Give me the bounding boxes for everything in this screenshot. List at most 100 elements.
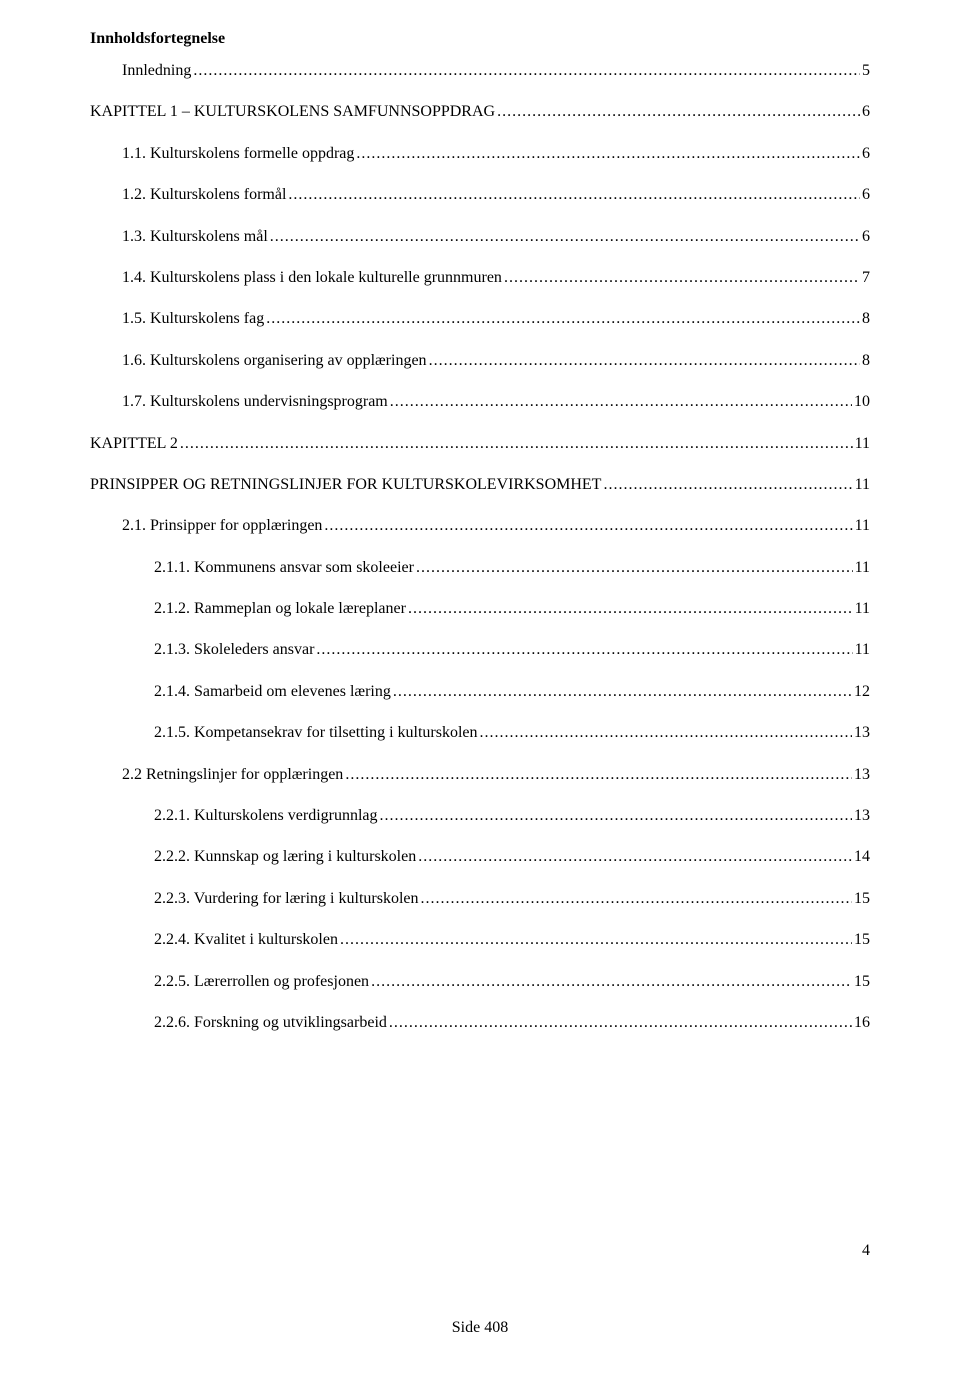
- toc-entry[interactable]: Innledning 5: [90, 60, 870, 82]
- toc-entry-page: 11: [855, 598, 870, 620]
- toc-entry[interactable]: 1.5. Kulturskolens fag 8: [90, 308, 870, 330]
- toc-entry-leader: [324, 515, 852, 537]
- toc-entry-leader: [316, 639, 852, 661]
- toc-entry-label: KAPITTEL 1 – KULTURSKOLENS SAMFUNNSOPPDR…: [90, 101, 495, 123]
- toc-entry-leader: [193, 60, 860, 82]
- toc-entry[interactable]: 1.6. Kulturskolens organisering av opplæ…: [90, 350, 870, 372]
- toc-entry-leader: [393, 681, 852, 703]
- toc-entry-leader: [497, 101, 860, 123]
- toc-entry-leader: [504, 267, 860, 289]
- toc-entry-page: 7: [862, 267, 870, 289]
- toc-entry-label: 1.1. Kulturskolens formelle oppdrag: [122, 143, 354, 165]
- toc-entry-page: 12: [854, 681, 870, 703]
- toc-entry-label: 1.4. Kulturskolens plass i den lokale ku…: [122, 267, 502, 289]
- toc-entry[interactable]: 2.1. Prinsipper for opplæringen 11: [90, 515, 870, 537]
- toc-entry[interactable]: PRINSIPPER OG RETNINGSLINJER FOR KULTURS…: [90, 474, 870, 496]
- toc-entry-label: 2.2.3. Vurdering for læring i kulturskol…: [154, 888, 419, 910]
- toc-entry-label: Innledning: [122, 60, 191, 82]
- toc-entry-label: 2.2.2. Kunnskap og læring i kulturskolen: [154, 846, 416, 868]
- toc-entry-label: 1.6. Kulturskolens organisering av opplæ…: [122, 350, 427, 372]
- toc-entry-page: 5: [862, 60, 870, 82]
- toc-entry-label: 2.1.1. Kommunens ansvar som skoleeier: [154, 557, 414, 579]
- toc-entry-label: 2.1.3. Skoleleders ansvar: [154, 639, 314, 661]
- toc-entry-page: 13: [854, 722, 870, 744]
- toc-entry-leader: [270, 226, 860, 248]
- toc-entry-page: 6: [862, 226, 870, 248]
- toc-entry-leader: [416, 557, 853, 579]
- toc-entry[interactable]: KAPITTEL 1 – KULTURSKOLENS SAMFUNNSOPPDR…: [90, 101, 870, 123]
- toc-entry[interactable]: 1.3. Kulturskolens mål 6: [90, 226, 870, 248]
- toc-entry-label: 2.1. Prinsipper for opplæringen: [122, 515, 322, 537]
- toc-entry-leader: [418, 846, 852, 868]
- page-number-right: 4: [862, 1242, 870, 1260]
- toc-entry-page: 11: [855, 433, 870, 455]
- toc-entry-leader: [390, 391, 852, 413]
- toc-entry-leader: [266, 308, 860, 330]
- toc-entry-leader: [356, 143, 860, 165]
- toc-entry-page: 11: [855, 474, 870, 496]
- page-footer: Side 408: [0, 1319, 960, 1337]
- toc-entry-label: PRINSIPPER OG RETNINGSLINJER FOR KULTURS…: [90, 474, 601, 496]
- toc-entry-label: 1.2. Kulturskolens formål: [122, 184, 286, 206]
- toc-entry[interactable]: KAPITTEL 2 11: [90, 433, 870, 455]
- toc-entry-leader: [429, 350, 860, 372]
- toc-entry-label: 2.2 Retningslinjer for opplæringen: [122, 764, 343, 786]
- toc-entry[interactable]: 2.1.5. Kompetansekrav for tilsetting i k…: [90, 722, 870, 744]
- toc-entry-page: 6: [862, 101, 870, 123]
- toc-entry-page: 14: [854, 846, 870, 868]
- toc-entry-label: 2.2.4. Kvalitet i kulturskolen: [154, 929, 338, 951]
- toc-entry[interactable]: 2.2.5. Lærerrollen og profesjonen 15: [90, 971, 870, 993]
- toc-entry-leader: [340, 929, 852, 951]
- toc-entry-leader: [288, 184, 860, 206]
- toc-entry-page: 6: [862, 143, 870, 165]
- toc-entry-label: 1.3. Kulturskolens mål: [122, 226, 268, 248]
- toc-entry[interactable]: 1.7. Kulturskolens undervisningsprogram 1…: [90, 391, 870, 413]
- toc-entry[interactable]: 1.4. Kulturskolens plass i den lokale ku…: [90, 267, 870, 289]
- toc-entry-label: 2.1.5. Kompetansekrav for tilsetting i k…: [154, 722, 478, 744]
- toc-entry-page: 15: [854, 888, 870, 910]
- toc-body: Innledning 5 KAPITTEL 1 – KULTURSKOLENS SA…: [90, 60, 870, 1034]
- toc-entry-leader: [408, 598, 853, 620]
- toc-entry-page: 13: [854, 764, 870, 786]
- toc-entry-label: 1.5. Kulturskolens fag: [122, 308, 264, 330]
- toc-entry-label: 2.1.2. Rammeplan og lokale læreplaner: [154, 598, 406, 620]
- toc-entry[interactable]: 1.2. Kulturskolens formål 6: [90, 184, 870, 206]
- toc-entry[interactable]: 2.1.4. Samarbeid om elevenes læring 12: [90, 681, 870, 703]
- toc-entry[interactable]: 2.2.2. Kunnskap og læring i kulturskolen…: [90, 846, 870, 868]
- toc-entry-page: 10: [854, 391, 870, 413]
- toc-entry-leader: [480, 722, 853, 744]
- toc-entry-leader: [180, 433, 853, 455]
- toc-heading: Innholdsfortegnelse: [90, 30, 870, 48]
- toc-entry[interactable]: 2.2.6. Forskning og utviklingsarbeid 16: [90, 1012, 870, 1034]
- toc-entry-page: 11: [855, 557, 870, 579]
- toc-entry-page: 13: [854, 805, 870, 827]
- toc-entry-label: 2.1.4. Samarbeid om elevenes læring: [154, 681, 391, 703]
- toc-entry-leader: [371, 971, 852, 993]
- toc-entry-label: 2.2.5. Lærerrollen og profesjonen: [154, 971, 369, 993]
- toc-entry-label: KAPITTEL 2: [90, 433, 178, 455]
- toc-entry[interactable]: 2.1.3. Skoleleders ansvar 11: [90, 639, 870, 661]
- toc-entry-leader: [380, 805, 852, 827]
- toc-entry-page: 8: [862, 308, 870, 330]
- toc-entry-leader: [345, 764, 852, 786]
- toc-entry[interactable]: 2.1.2. Rammeplan og lokale læreplaner 11: [90, 598, 870, 620]
- toc-entry-label: 2.2.1. Kulturskolens verdigrunnlag: [154, 805, 378, 827]
- toc-entry-page: 11: [855, 515, 870, 537]
- toc-entry[interactable]: 2.2.4. Kvalitet i kulturskolen 15: [90, 929, 870, 951]
- toc-entry-label: 1.7. Kulturskolens undervisningsprogram: [122, 391, 388, 413]
- toc-entry-leader: [389, 1012, 852, 1034]
- toc-entry-page: 6: [862, 184, 870, 206]
- toc-entry-page: 11: [855, 639, 870, 661]
- toc-entry-leader: [603, 474, 852, 496]
- toc-entry[interactable]: 1.1. Kulturskolens formelle oppdrag 6: [90, 143, 870, 165]
- toc-entry-label: 2.2.6. Forskning og utviklingsarbeid: [154, 1012, 387, 1034]
- toc-entry[interactable]: 2.1.1. Kommunens ansvar som skoleeier 11: [90, 557, 870, 579]
- toc-entry-page: 15: [854, 929, 870, 951]
- toc-entry-page: 8: [862, 350, 870, 372]
- toc-entry[interactable]: 2.2.1. Kulturskolens verdigrunnlag 13: [90, 805, 870, 827]
- toc-entry-page: 15: [854, 971, 870, 993]
- toc-entry-leader: [421, 888, 853, 910]
- toc-entry[interactable]: 2.2 Retningslinjer for opplæringen 13: [90, 764, 870, 786]
- toc-entry[interactable]: 2.2.3. Vurdering for læring i kulturskol…: [90, 888, 870, 910]
- toc-entry-page: 16: [854, 1012, 870, 1034]
